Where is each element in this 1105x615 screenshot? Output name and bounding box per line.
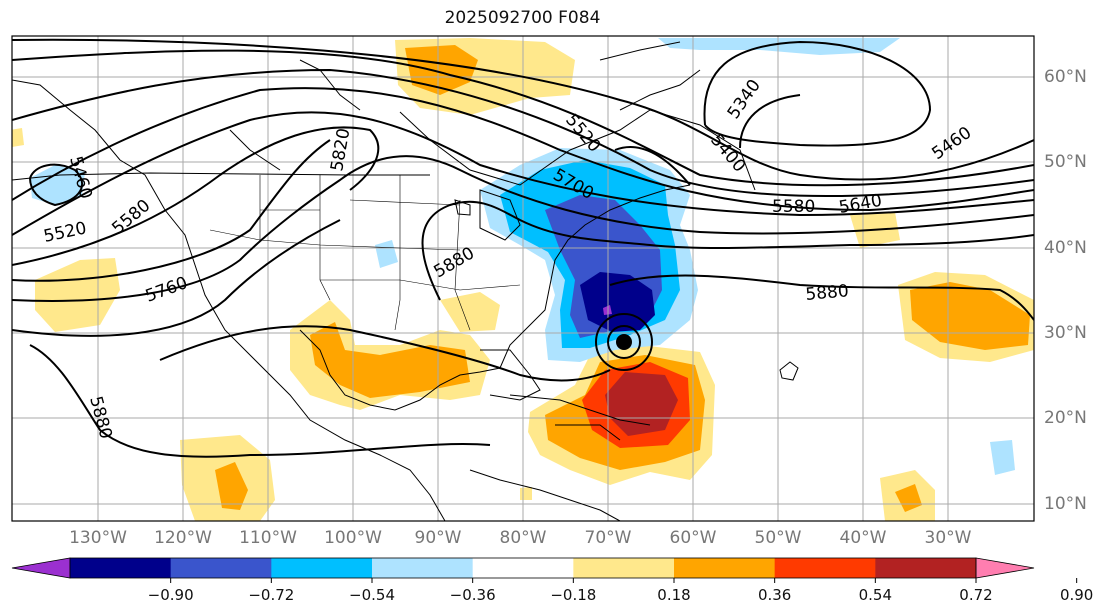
height-contours (12, 38, 1034, 458)
contour-label: 5880 (805, 281, 850, 305)
colorbar-segment (271, 558, 373, 578)
lon-label-80w: 80°W (499, 528, 547, 548)
map-title: 2025092700 F084 (444, 8, 601, 28)
colorbar-segment (674, 558, 776, 578)
colorbar-segment (875, 558, 977, 578)
contour-label: 5580 (772, 197, 815, 217)
colorbar-segment (472, 558, 574, 578)
colorbar-segment (170, 558, 272, 578)
colorbar-tick-label: 0.90 (1059, 586, 1094, 604)
lon-label-30w: 30°W (924, 528, 972, 548)
colorbar-segment (372, 558, 474, 578)
lon-label-110w: 110°W (239, 528, 297, 548)
colorbar-segment (774, 558, 876, 578)
lon-label-40w: 40°W (839, 528, 887, 548)
lon-label-70w: 70°W (584, 528, 632, 548)
colorbar-segment (573, 558, 675, 578)
colorbar (11, 557, 1078, 583)
storm-center-marker (616, 334, 632, 350)
colorbar-segment (70, 558, 172, 578)
colorbar-tick-label: −0.72 (248, 586, 295, 604)
lat-label-30n: 30°N (1044, 323, 1087, 343)
lon-label-120w: 120°W (154, 528, 212, 548)
lat-label-40n: 40°N (1044, 238, 1087, 258)
colorbar-tick-label: 0.36 (757, 586, 792, 604)
lat-label-20n: 20°N (1044, 408, 1087, 428)
lat-label-50n: 50°N (1044, 152, 1087, 172)
lat-label-60n: 60°N (1044, 67, 1087, 87)
colorbar-tick-label: 0.18 (657, 586, 691, 604)
lon-label-90w: 90°W (414, 528, 462, 548)
lon-label-100w: 100°W (324, 528, 382, 548)
colorbar-tick-label: 0.54 (858, 586, 893, 604)
lon-label-60w: 60°W (669, 528, 717, 548)
lat-label-10n: 10°N (1044, 494, 1087, 514)
colorbar-tick-label: 0.72 (959, 586, 993, 604)
colorbar-tick-label: −0.90 (147, 586, 194, 604)
lon-label-130w: 130°W (69, 528, 127, 548)
colorbar-extend-low (11, 557, 71, 579)
map-frame (11, 35, 1035, 522)
colorbar-tick-label: −0.36 (449, 586, 496, 604)
lon-label-50w: 50°W (754, 528, 802, 548)
colorbar-extend-high (975, 557, 1035, 579)
colorbar-tick-label: −0.18 (550, 586, 597, 604)
colorbar-tick-label: −0.54 (349, 586, 395, 604)
state-borders (209, 175, 521, 331)
